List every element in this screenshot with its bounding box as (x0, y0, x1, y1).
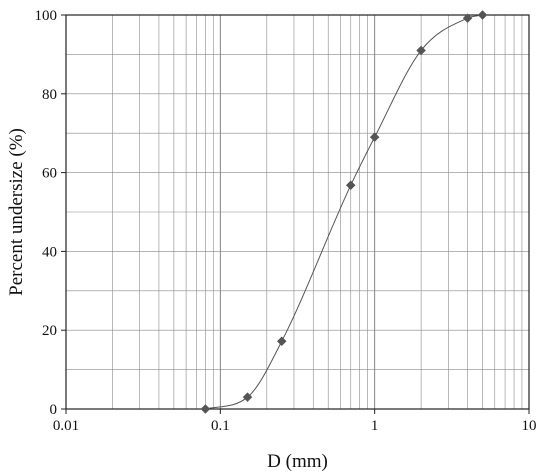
data-point (200, 404, 211, 414)
y-tick-label: 20 (42, 323, 57, 339)
y-tick-label: 60 (42, 166, 57, 182)
plot-area-frame (65, 14, 530, 410)
series-curve (205, 14, 483, 410)
x-axis-label: D (mm) (267, 451, 328, 472)
data-point (416, 45, 426, 56)
data-point (345, 180, 356, 191)
y-tick-label: 80 (42, 87, 57, 103)
grid (66, 15, 529, 409)
x-tick-label: 0.1 (211, 418, 230, 434)
x-tick-label: 0.01 (53, 418, 79, 434)
y-tick-label: 0 (50, 402, 58, 418)
y-tick-label: 40 (42, 244, 57, 260)
x-tick-label: 10 (522, 418, 537, 434)
y-tick-label: 100 (35, 8, 58, 24)
data-point (242, 392, 253, 403)
data-point (477, 10, 488, 20)
x-tick-label: 1 (371, 418, 379, 434)
data-point (276, 336, 287, 347)
data-point (462, 13, 473, 24)
data-markers (200, 10, 488, 414)
y-axis-label: Percent undersize (%) (6, 128, 27, 296)
data-point (369, 132, 380, 142)
